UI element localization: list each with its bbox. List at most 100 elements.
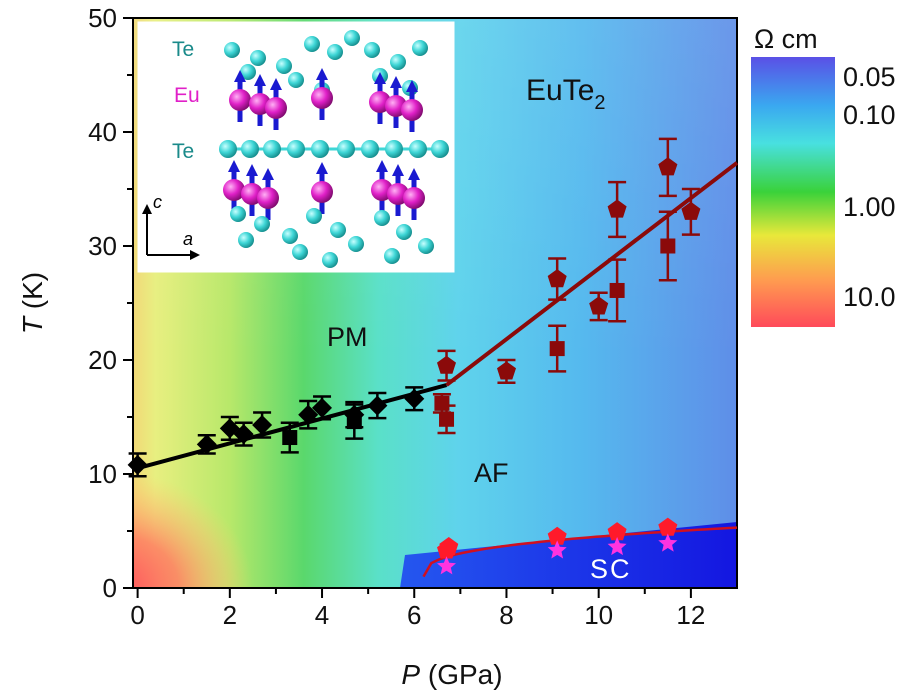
- colorbar-label-1: 0.10: [843, 100, 896, 130]
- te-atom: [240, 64, 256, 80]
- te-atom: [390, 54, 406, 70]
- fit-line: [445, 161, 739, 387]
- inset-c-arrowhead: [142, 204, 152, 214]
- data-point-diamond: [404, 388, 425, 409]
- x-tick-label: 2: [223, 600, 237, 630]
- te-atom: [385, 140, 403, 158]
- data-point-pentagon: [607, 522, 627, 541]
- spin-arrowhead: [254, 74, 266, 86]
- eu-atom: [403, 187, 425, 209]
- spin-arrowhead: [246, 164, 258, 176]
- te-atom: [288, 72, 304, 88]
- data-point-square: [439, 411, 455, 427]
- inset-label-te-top: Te: [172, 38, 194, 61]
- spin-arrowhead: [390, 76, 402, 88]
- data-point-pentagon: [437, 355, 456, 374]
- data-point-square: [609, 282, 625, 298]
- te-atom: [418, 238, 434, 254]
- x-tick-label: 6: [407, 600, 421, 630]
- data-point-diamond: [127, 454, 148, 475]
- data-point-square: [549, 341, 565, 357]
- te-atom: [330, 222, 346, 238]
- data-point-star: [658, 533, 678, 552]
- te-atom: [374, 210, 390, 226]
- data-point-square: [660, 238, 676, 254]
- te-atom: [219, 140, 237, 158]
- crystal-structure-inset: Te Eu Te c a: [137, 21, 455, 273]
- te-atom: [276, 58, 292, 74]
- axis-ticks: 0 2 4 6 8 10 12 0 10 20 30 40 50: [88, 3, 705, 630]
- label-pm: PM: [327, 322, 368, 352]
- te-atom: [409, 140, 427, 158]
- te-atom: [348, 236, 364, 252]
- spin-arrowhead: [228, 160, 240, 172]
- spin-arrowhead: [234, 70, 246, 82]
- data-point-square: [346, 414, 362, 430]
- te-atom: [254, 216, 270, 232]
- data-point-star: [437, 556, 456, 575]
- inset-c-label: c: [153, 192, 162, 212]
- data-point-diamond: [367, 395, 388, 416]
- data-point-pentagon: [547, 269, 567, 288]
- data-point-pentagon: [589, 296, 609, 315]
- te-atom: [292, 244, 308, 260]
- te-atom: [304, 36, 320, 52]
- x-tick-label: 0: [130, 600, 144, 630]
- te-atom: [230, 206, 246, 222]
- te-atom: [344, 30, 360, 46]
- label-af: AF: [474, 458, 509, 488]
- data-point-pentagon: [497, 361, 516, 380]
- x-tick-label: 4: [315, 600, 329, 630]
- eu-atom: [223, 179, 245, 201]
- data-point-pentagon: [607, 199, 627, 218]
- label-eute2: EuTe2: [526, 74, 606, 114]
- data-point-star: [547, 540, 567, 559]
- spin-arrowhead: [392, 164, 404, 176]
- inset-label-eu: Eu: [174, 84, 200, 107]
- te-atom: [322, 252, 338, 268]
- x-tick-label: 12: [676, 600, 705, 630]
- y-tick-label: 30: [88, 231, 117, 261]
- colorbar-unit: Ω cm: [754, 24, 818, 54]
- eu-atom: [229, 89, 251, 111]
- spin-arrowhead: [316, 162, 328, 174]
- colorbar-label-2: 1.00: [843, 192, 896, 222]
- data-point-star: [607, 537, 627, 556]
- inset-a-label: a: [183, 229, 193, 249]
- te-atom: [250, 50, 266, 66]
- te-atom: [241, 140, 259, 158]
- te-atom: [224, 42, 240, 58]
- x-tick-label: 8: [499, 600, 513, 630]
- eu-atom: [311, 181, 333, 203]
- y-tick-label: 0: [103, 573, 117, 603]
- colorbar-label-0: 0.05: [843, 62, 896, 92]
- te-atom: [361, 140, 379, 158]
- te-atom: [263, 140, 281, 158]
- sc-boundary-curve: [422, 526, 738, 578]
- colorbar-label-3: 10.0: [843, 282, 896, 312]
- y-tick-label: 10: [88, 459, 117, 489]
- data-point-diamond: [196, 434, 217, 455]
- data-point-diamond: [312, 397, 332, 418]
- spin-arrowhead: [374, 72, 386, 84]
- spin-arrowhead: [316, 68, 328, 80]
- y-tick-label: 20: [88, 345, 117, 375]
- label-sc: SC: [590, 554, 632, 584]
- te-atom: [287, 140, 305, 158]
- te-atom: [238, 232, 254, 248]
- data-point-diamond: [233, 424, 254, 445]
- spin-arrowhead: [408, 168, 420, 180]
- colorbar-gradient: [751, 57, 835, 327]
- x-axis-title: P (GPa): [401, 659, 502, 690]
- te-atom: [431, 140, 449, 158]
- eu-atom: [401, 99, 423, 121]
- data-point-pentagon: [658, 517, 678, 536]
- te-atom: [412, 40, 428, 56]
- eu-atom: [265, 97, 287, 119]
- data-point-diamond: [252, 415, 273, 435]
- y-tick-label: 50: [88, 3, 117, 33]
- eu-atom: [311, 87, 333, 109]
- spin-arrowhead: [270, 78, 282, 90]
- te-atom: [306, 208, 322, 224]
